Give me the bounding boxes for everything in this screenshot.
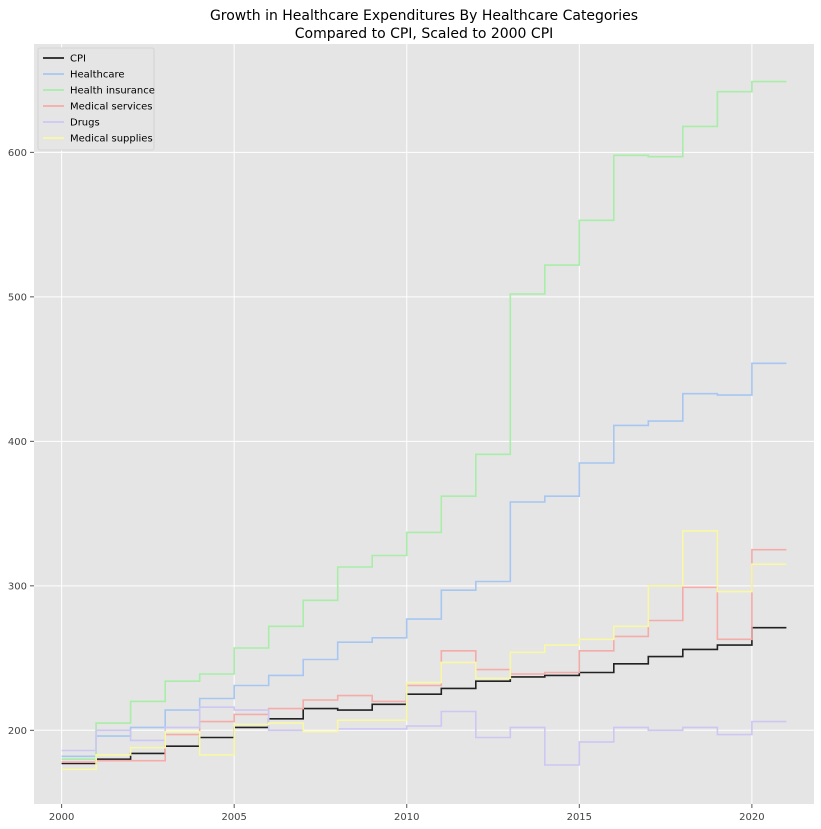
legend-label-medical-services: Medical services xyxy=(70,102,153,113)
x-tick-label: 2010 xyxy=(394,812,419,823)
series-line-medical-supplies xyxy=(61,530,787,771)
x-tick-label: 2000 xyxy=(49,812,74,823)
grid xyxy=(34,44,814,804)
series-line-cpi xyxy=(61,626,787,765)
legend-label-cpi: CPI xyxy=(70,54,86,65)
legend-label-drugs: Drugs xyxy=(70,118,100,129)
y-axis-ticks: 200 300 400 500 600 xyxy=(8,148,34,737)
legend-label-medical-supplies: Medical supplies xyxy=(70,134,153,145)
x-tick-label: 2020 xyxy=(739,812,764,823)
x-tick-label: 2015 xyxy=(567,812,592,823)
chart-title-line-1: Growth in Healthcare Expenditures By Hea… xyxy=(210,8,638,24)
y-tick-label: 200 xyxy=(8,726,27,737)
y-tick-label: 300 xyxy=(8,581,27,592)
plot-area xyxy=(34,44,814,804)
series-line-health-insurance xyxy=(61,80,787,760)
legend-label-health-insurance: Health insurance xyxy=(70,86,155,97)
x-axis-ticks: 2000 2005 2010 2015 2020 xyxy=(49,804,765,823)
y-tick-label: 600 xyxy=(8,148,27,159)
series-line-healthcare xyxy=(61,362,787,758)
series-line-drugs xyxy=(61,706,787,766)
y-tick-label: 400 xyxy=(8,437,27,448)
legend: CPI Healthcare Health insurance Medical ser… xyxy=(37,47,155,151)
legend-box xyxy=(37,47,155,151)
legend-label-healthcare: Healthcare xyxy=(70,70,125,81)
x-tick-label: 2005 xyxy=(221,812,246,823)
series-lines xyxy=(61,80,787,771)
y-tick-label: 500 xyxy=(8,292,27,303)
chart-title-line-2: Compared to CPI, Scaled to 2000 CPI xyxy=(295,26,554,42)
